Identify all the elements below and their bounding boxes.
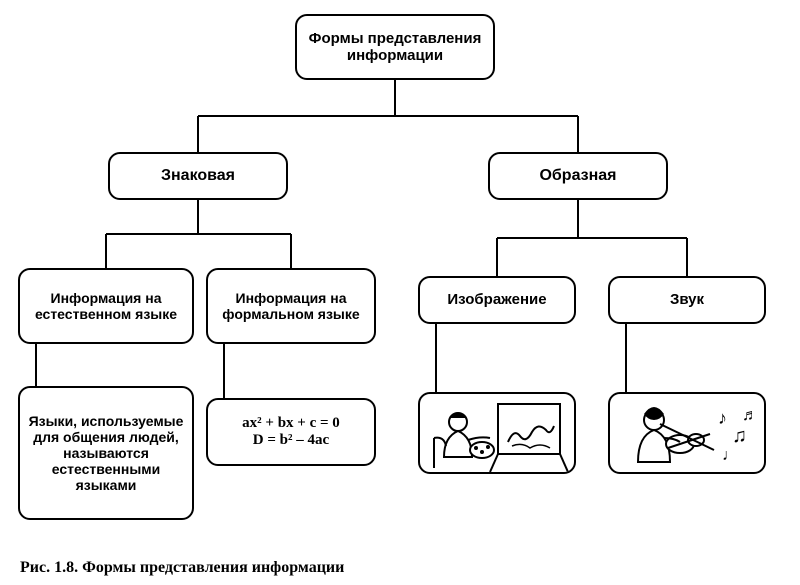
node-image-illustration bbox=[418, 392, 576, 474]
node-sign: Знаковая bbox=[108, 152, 288, 200]
node-formal-language: Информация на формальном языке bbox=[206, 268, 376, 344]
svg-text:♫: ♫ bbox=[732, 425, 747, 447]
node-image-label: Изображение bbox=[428, 291, 566, 308]
node-natural-language-description-label: Языки, используемые для общения людей, н… bbox=[28, 413, 184, 493]
formula-text: ax² + bx + c = 0 D = b² – 4ac bbox=[216, 415, 366, 450]
svg-text:♬: ♬ bbox=[742, 407, 758, 424]
node-formal-language-formula: ax² + bx + c = 0 D = b² – 4ac bbox=[206, 398, 376, 466]
node-sound-illustration: ♪ ♫ ♬ ♩ bbox=[608, 392, 766, 474]
figure-caption: Рис. 1.8. Формы представления информации bbox=[20, 559, 344, 577]
node-formal-language-label: Информация на формальном языке bbox=[216, 290, 366, 322]
node-figurative-label: Образная bbox=[498, 167, 658, 185]
node-sound: Звук bbox=[608, 276, 766, 324]
node-natural-language: Информация на естественном языке bbox=[18, 268, 194, 344]
svg-text:♪: ♪ bbox=[718, 408, 727, 428]
svg-text:♩: ♩ bbox=[722, 447, 738, 464]
node-figurative: Образная bbox=[488, 152, 668, 200]
caption-prefix: Рис. 1.8. bbox=[20, 559, 78, 576]
node-image: Изображение bbox=[418, 276, 576, 324]
node-root: Формы представления информации bbox=[295, 14, 495, 80]
node-sound-label: Звук bbox=[618, 291, 756, 308]
formula-line-1: ax² + bx + c = 0 bbox=[242, 415, 340, 431]
caption-text: Формы представления информации bbox=[82, 559, 344, 576]
painter-icon bbox=[420, 394, 576, 474]
musician-icon: ♪ ♫ ♬ ♩ bbox=[610, 394, 766, 474]
tree-diagram: Формы представления информации Знаковая … bbox=[0, 0, 800, 545]
node-sign-label: Знаковая bbox=[118, 167, 278, 185]
formula-line-2: D = b² – 4ac bbox=[253, 432, 329, 448]
node-natural-language-description: Языки, используемые для общения людей, н… bbox=[18, 386, 194, 520]
node-root-label: Формы представления информации bbox=[305, 30, 485, 65]
node-natural-language-label: Информация на естественном языке bbox=[28, 290, 184, 322]
